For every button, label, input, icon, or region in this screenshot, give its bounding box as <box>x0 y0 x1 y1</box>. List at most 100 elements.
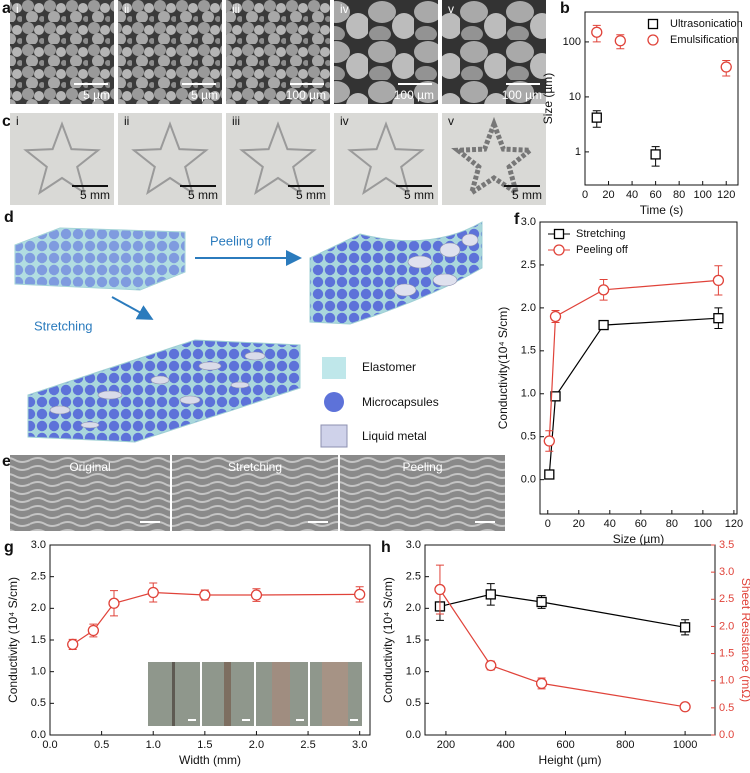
panel-label: b <box>560 0 570 17</box>
sem-image <box>118 0 222 104</box>
y-tick-label: 1 <box>575 146 581 158</box>
y-tick-label: 0.5 <box>406 697 421 709</box>
x-tick-label: 0 <box>545 518 551 530</box>
scale-label: 100 µm <box>286 88 326 102</box>
marker <box>250 589 263 601</box>
photo <box>226 113 330 205</box>
y-axis-label: Conductivity (10⁴ S/cm) <box>381 577 395 703</box>
y2-tick-label: 2.0 <box>719 620 734 632</box>
x-tick-label: 0.5 <box>94 739 109 751</box>
image-numeral: ii <box>124 114 129 128</box>
marker <box>147 586 159 599</box>
x-tick-label: 2.0 <box>249 739 264 751</box>
x-tick-label: 3.0 <box>352 739 367 751</box>
star-wire <box>23 121 101 195</box>
x-tick-label: 0 <box>582 189 588 201</box>
panel-label: e <box>2 453 11 470</box>
legend-swatch <box>322 357 346 379</box>
image-numeral: iv <box>340 2 349 16</box>
sem-image <box>340 455 505 531</box>
y-axis-label: Size (µm) <box>541 73 555 125</box>
marker <box>614 35 626 47</box>
marker <box>543 435 555 447</box>
liquid-metal-flakes <box>49 351 266 429</box>
x-tick-label: 200 <box>437 739 455 751</box>
legend-label: Liquid metal <box>362 429 427 443</box>
x-tick-label: 60 <box>649 189 661 201</box>
y2-tick-label: 1.0 <box>719 675 734 687</box>
sem-image <box>442 0 546 104</box>
legend-marker <box>647 18 659 30</box>
panel-label: d <box>4 209 14 226</box>
x-tick-label: 80 <box>666 518 678 530</box>
sem-image <box>10 0 114 104</box>
x-axis-label: Time (s) <box>640 203 684 217</box>
scale-label: 5 mm <box>188 188 218 202</box>
marker <box>597 284 610 296</box>
image-title: Peeling <box>402 460 442 474</box>
x-tick-label: 2.5 <box>300 739 315 751</box>
marker <box>485 589 496 600</box>
annotation: Peeling off <box>210 233 272 248</box>
marker <box>354 588 366 601</box>
elastomer-overlay <box>15 228 185 290</box>
star-wire <box>347 121 425 195</box>
scale-label: 5 mm <box>512 188 542 202</box>
x-axis-label: Width (mm) <box>179 753 241 767</box>
y-tick-label: 2.0 <box>521 302 536 314</box>
photo <box>334 113 438 205</box>
marker <box>591 112 602 123</box>
panel-label: g <box>4 539 14 556</box>
x-tick-label: 1.5 <box>197 739 212 751</box>
image-numeral: ii <box>124 2 129 16</box>
y2-tick-label: 2.5 <box>719 593 734 605</box>
x-axis-label: Size (µm) <box>613 532 665 546</box>
y2-tick-label: 3.0 <box>719 566 734 578</box>
x-tick-label: 120 <box>725 518 743 530</box>
marker <box>485 659 497 672</box>
star-wire <box>451 116 537 199</box>
y-tick-label: 2.5 <box>406 571 421 583</box>
plot-frame <box>424 544 716 736</box>
inset-photos <box>148 662 362 726</box>
y-tick-label: 0.0 <box>521 474 536 486</box>
y2-tick-label: 1.5 <box>719 647 734 659</box>
y-tick-label: 3.0 <box>521 216 536 228</box>
x-tick-label: 600 <box>556 739 574 751</box>
y-tick-label: 2.0 <box>406 602 421 614</box>
sem-image <box>172 455 338 531</box>
marker <box>679 701 691 713</box>
y-tick-label: 1.5 <box>406 634 421 646</box>
marker <box>434 583 446 596</box>
y-tick-label: 3.0 <box>31 539 46 551</box>
y-tick-label: 2.5 <box>521 259 536 271</box>
legend-label: Ultrasonication <box>670 18 743 30</box>
x-tick-label: 120 <box>717 189 735 201</box>
legend-swatch <box>324 392 344 412</box>
image-title: Stretching <box>228 460 282 474</box>
block-stretched <box>27 339 301 443</box>
y-tick-label: 0.0 <box>406 729 421 741</box>
liquid-metal-flakes <box>393 233 479 297</box>
marker <box>549 310 562 323</box>
marker <box>199 589 211 601</box>
y-axis-label: Conductivity(10⁴ S/cm) <box>496 307 510 430</box>
sem-image <box>334 0 438 104</box>
legend-label: Microcapsules <box>362 395 439 409</box>
y-tick-label: 1.0 <box>406 666 421 678</box>
y-tick-label: 1.0 <box>31 666 46 678</box>
image-numeral: iii <box>232 2 240 16</box>
y-tick-label: 0.5 <box>31 697 46 709</box>
x-tick-label: 20 <box>602 189 614 201</box>
image-numeral: v <box>448 2 454 16</box>
marker <box>550 391 561 402</box>
image-numeral: i <box>16 2 19 16</box>
y-tick-label: 0.5 <box>521 431 536 443</box>
sem-image <box>10 455 170 531</box>
series-line <box>548 317 719 475</box>
panel-label: c <box>2 113 11 130</box>
scale-label: 100 µm <box>394 88 434 102</box>
x-tick-label: 60 <box>635 518 647 530</box>
photo <box>10 113 114 205</box>
y-axis-label: Conductivity (10⁴ S/cm) <box>6 577 20 703</box>
